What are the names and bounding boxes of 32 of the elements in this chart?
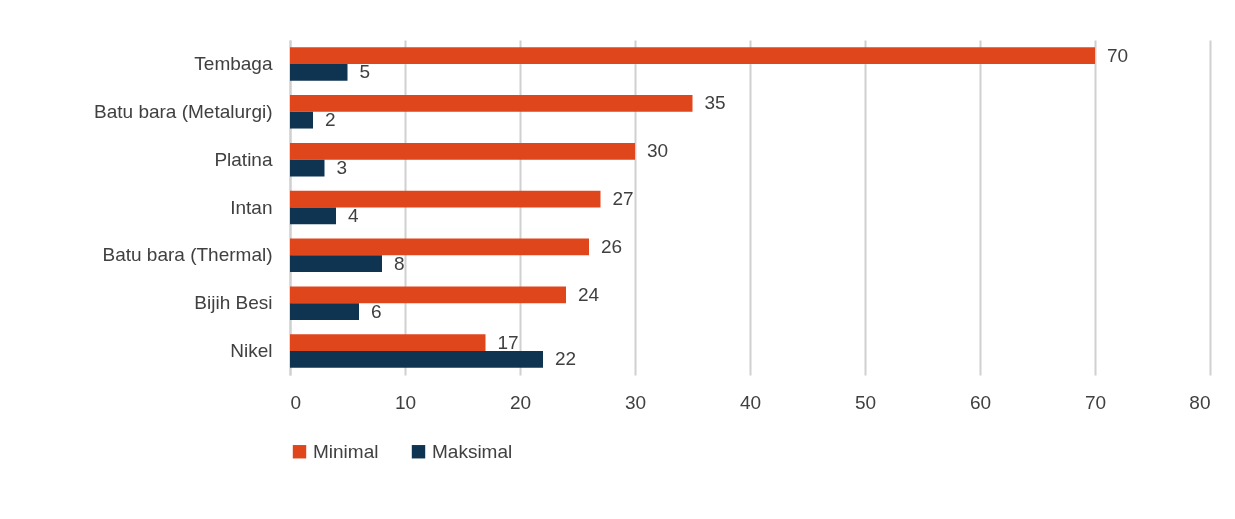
legend-label: Maksimal	[432, 440, 513, 462]
y-tick-label: Batu bara (Thermal)	[102, 244, 273, 266]
x-tick-label: 20	[509, 391, 532, 413]
data-label: 3	[336, 157, 348, 179]
data-label: 6	[371, 300, 382, 322]
x-tick-label: 0	[290, 391, 302, 413]
data-label: 8	[394, 252, 405, 274]
data-label: 35	[704, 92, 726, 114]
y-tick-label: Nikel	[230, 340, 273, 362]
data-label: 5	[359, 61, 371, 83]
x-tick-label: 50	[854, 391, 877, 413]
data-label: 17	[497, 331, 519, 353]
x-tick-label: 70	[1084, 391, 1107, 413]
legend-label: Minimal	[313, 440, 379, 462]
y-tick-label: Intan	[230, 196, 273, 218]
data-label: 70	[1107, 44, 1129, 66]
data-label: 22	[555, 348, 577, 370]
x-tick-label: 80	[1189, 391, 1211, 413]
data-label: 27	[612, 188, 634, 210]
data-label: 2	[325, 109, 336, 131]
x-tick-label: 30	[624, 391, 647, 413]
y-tick-label: Bijih Besi	[194, 292, 273, 314]
y-tick-label: Batu bara (Metalurgi)	[94, 100, 273, 122]
data-label: 30	[647, 140, 669, 162]
x-tick-label: 40	[739, 391, 762, 413]
x-tick-label: 10	[394, 391, 417, 413]
x-tick-label: 60	[969, 391, 992, 413]
data-label: 4	[348, 204, 359, 226]
data-label: 26	[601, 235, 623, 257]
y-tick-label: Platina	[214, 148, 273, 170]
data-label: 24	[578, 283, 600, 305]
y-tick-label: Tembaga	[194, 52, 273, 74]
